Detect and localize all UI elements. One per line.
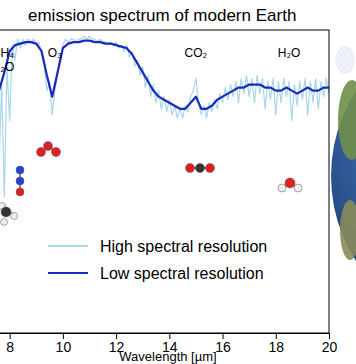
atom xyxy=(294,184,302,192)
earth-cloud xyxy=(335,46,355,74)
x-tick: 18 xyxy=(268,333,284,355)
annotation: H₂O xyxy=(278,46,301,60)
x-tick-label: 20 xyxy=(322,339,338,355)
annotation: N₂O xyxy=(0,60,14,74)
x-tick-label: 16 xyxy=(215,339,231,355)
x-tick: 20 xyxy=(322,333,338,355)
title: emission spectrum of modern Earth xyxy=(28,6,296,25)
earth-land xyxy=(338,80,356,160)
x-axis-line xyxy=(0,333,330,334)
atom xyxy=(37,148,46,157)
earth-image xyxy=(331,19,356,333)
x-tick: 16 xyxy=(215,333,231,355)
legend-label: High spectral resolution xyxy=(100,238,267,255)
x-tick-label: 8 xyxy=(6,339,14,355)
atom xyxy=(1,219,8,226)
chart-container: emission spectrum of modern Earth8101214… xyxy=(0,0,356,364)
earth-land xyxy=(340,200,356,260)
atom xyxy=(285,178,295,188)
atom xyxy=(186,164,195,173)
x-tick-label: 18 xyxy=(268,339,284,355)
atom xyxy=(52,148,61,157)
earth-globe xyxy=(331,19,356,333)
legend: High spectral resolution Low spectral res… xyxy=(48,238,267,282)
x-tick: 10 xyxy=(56,333,72,355)
x-tick: 8 xyxy=(6,333,14,355)
molecule-icons xyxy=(0,142,302,226)
atom xyxy=(1,207,11,217)
annotation: CO₂ xyxy=(185,46,208,60)
series-line xyxy=(0,41,329,109)
series-line xyxy=(0,36,329,197)
chart-svg: emission spectrum of modern Earth8101214… xyxy=(0,0,356,364)
atom xyxy=(11,213,18,220)
atom xyxy=(16,177,24,185)
atom xyxy=(16,166,24,174)
annotation: O₃ xyxy=(48,46,62,60)
legend-label: Low spectral resolution xyxy=(100,265,264,282)
atom xyxy=(206,164,215,173)
x-axis-label: Wavelength [µm] xyxy=(119,349,216,364)
atom xyxy=(44,142,53,151)
legend-swatch xyxy=(48,245,88,247)
atom xyxy=(278,184,286,192)
x-tick-label: 10 xyxy=(56,339,72,355)
annotation: CH₄ xyxy=(0,46,14,60)
atom xyxy=(16,188,24,196)
legend-swatch xyxy=(48,272,88,274)
plot-frame xyxy=(0,30,329,333)
plot-marks xyxy=(0,36,329,197)
atom xyxy=(196,164,205,173)
